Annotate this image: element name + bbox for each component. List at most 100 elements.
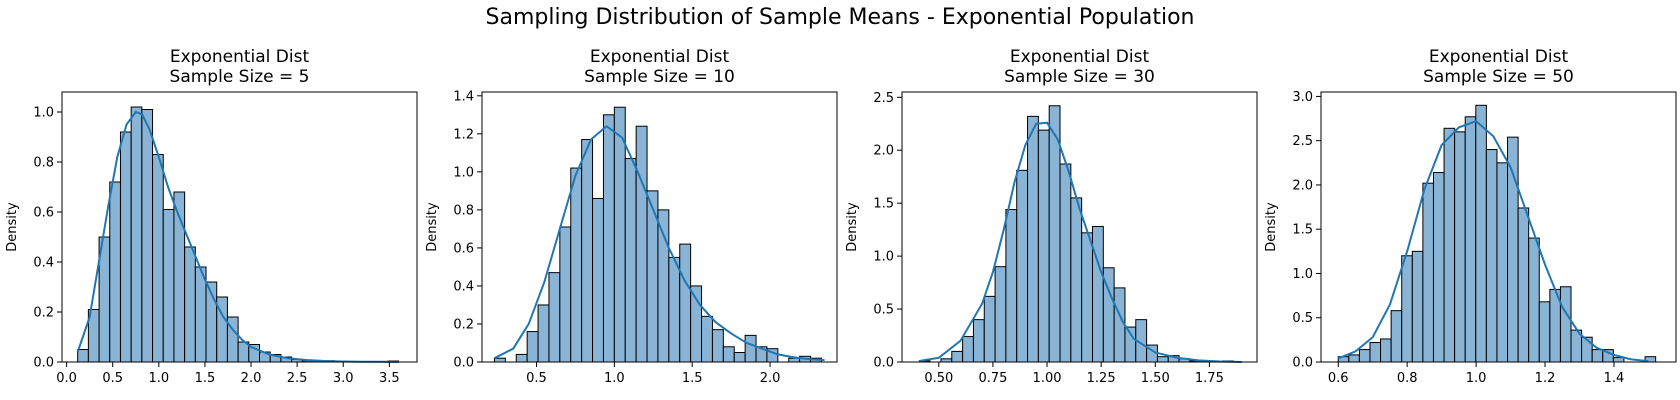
y-tick-label: 0.0 [33, 356, 54, 371]
histogram-bar [130, 106, 143, 363]
x-tick-label: 2.5 [287, 371, 308, 386]
histogram-bar [1538, 301, 1551, 363]
x-tick-label: 1.4 [1604, 371, 1625, 386]
x-tick-label: 1.5 [682, 371, 703, 386]
subplot-subtitle: Sample Size = 30 [1004, 67, 1155, 87]
y-tick-label: 1.2 [453, 127, 474, 142]
y-axis: 0.0 0.2 0.4 0.6 0.8 1.0 [33, 106, 62, 371]
histogram-bar [559, 226, 572, 363]
histogram-bar [152, 154, 164, 363]
x-tick-label: 1.50 [1141, 371, 1170, 386]
histogram-bar [493, 357, 506, 363]
x-tick-label: 0.8 [1397, 371, 1418, 386]
histogram-bar [613, 106, 626, 363]
histogram-bars [493, 106, 822, 363]
y-axis-label: Density [1264, 202, 1279, 252]
kde-line [919, 121, 1242, 363]
histogram-bar [1037, 129, 1050, 363]
histogram-bar [194, 266, 207, 363]
axes-frame [61, 91, 418, 363]
histogram-bar [733, 351, 746, 363]
histogram-bar [722, 346, 735, 363]
x-tick-label: 1.75 [1195, 371, 1224, 386]
x-tick-label: 0.5 [526, 371, 547, 386]
y-axis: 0.0 0.5 1.0 1.5 2.0 2.5 3.0 [1292, 90, 1321, 371]
y-tick-label: 0.0 [1292, 356, 1313, 371]
x-tick-label: 2.0 [760, 371, 781, 386]
histogram-bar [1027, 115, 1039, 363]
subplot-grid: Exponential Dist Sample Size = 5 0.0 0.5 1.0… [5, 47, 1677, 386]
x-tick-label: 2.0 [241, 371, 262, 386]
y-axis-label: Density [845, 202, 860, 252]
histogram-bar [972, 319, 985, 363]
subplot-subtitle: Sample Size = 5 [170, 67, 310, 87]
x-tick-label: 1.0 [604, 371, 625, 386]
histogram-bar [744, 334, 757, 363]
histogram-bar [592, 197, 604, 363]
histogram-bar [1059, 163, 1072, 363]
y-tick-label: 2.0 [1292, 178, 1313, 193]
x-tick-label: 3.5 [379, 371, 400, 386]
y-tick-label: 1.5 [873, 197, 894, 212]
subplot-title: Exponential Dist [1010, 47, 1150, 67]
histogram-bar [1411, 250, 1424, 363]
histogram-bar [1358, 349, 1371, 363]
histogram-bar [1496, 162, 1509, 363]
y-tick-label: 0.8 [453, 203, 474, 218]
histogram-bar [515, 353, 528, 363]
histogram-bar [668, 256, 681, 363]
histogram-bar [1113, 287, 1126, 363]
x-tick-label: 1.2 [1535, 371, 1556, 386]
histogram-bar [951, 350, 964, 363]
subplot-title: Exponential Dist [590, 47, 730, 67]
kde-line [1337, 120, 1649, 363]
x-axis: 0.0 0.5 1.0 1.5 2.0 2.5 3.0 3.5 [56, 362, 400, 386]
y-tick-label: 2.5 [873, 91, 894, 106]
histogram-bar [1401, 255, 1413, 363]
x-tick-label: 1.0 [1466, 371, 1487, 386]
histogram-bar [1422, 182, 1434, 363]
kde-line [76, 110, 399, 363]
y-tick-label: 1.4 [453, 89, 474, 104]
x-tick-label: 1.25 [1087, 371, 1116, 386]
x-tick-label: 1.5 [195, 371, 216, 386]
y-tick-label: 3.0 [1292, 90, 1313, 105]
histogram-bar [962, 336, 974, 363]
histogram-bar [141, 109, 154, 363]
histogram-bar [1380, 338, 1392, 363]
histogram-bar [184, 246, 196, 363]
histogram-bar [679, 243, 692, 363]
histogram-bar [1432, 172, 1445, 363]
subplot-subtitle: Sample Size = 50 [1423, 67, 1574, 87]
histogram-bar [1475, 104, 1487, 363]
x-axis: 0.6 0.8 1.0 1.2 1.4 [1328, 362, 1624, 386]
axes-frame [481, 91, 838, 363]
x-tick-label: 0.5 [102, 371, 123, 386]
histogram-bar [1005, 209, 1018, 363]
histogram-bar [1528, 237, 1540, 363]
y-tick-label: 0.0 [453, 356, 474, 371]
x-tick-label: 0.6 [1328, 371, 1349, 386]
y-tick-label: 0.5 [1292, 311, 1313, 326]
y-axis-label: Density [5, 202, 20, 252]
y-tick-label: 1.0 [873, 250, 894, 265]
x-tick-label: 0.50 [924, 371, 953, 386]
histogram-bar [983, 295, 996, 363]
histogram-bar [1443, 127, 1456, 363]
y-tick-label: 0.8 [33, 156, 54, 171]
x-axis: 0.5 1.0 1.5 2.0 [526, 362, 780, 386]
y-tick-label: 0.6 [33, 206, 54, 221]
y-tick-label: 0.4 [33, 256, 54, 271]
y-axis: 0.0 0.5 1.0 1.5 2.0 2.5 [873, 91, 902, 371]
histogram-bar [1369, 342, 1382, 363]
histogram-bar [537, 304, 550, 363]
histogram-bar [119, 131, 132, 363]
x-tick-label: 0.0 [56, 371, 77, 386]
y-tick-label: 1.5 [1292, 223, 1313, 238]
histogram-bar [624, 158, 637, 363]
y-tick-label: 0.0 [873, 356, 894, 371]
y-tick-label: 0.5 [873, 303, 894, 318]
histogram-bar [1591, 349, 1604, 363]
histogram-bar [162, 209, 175, 363]
